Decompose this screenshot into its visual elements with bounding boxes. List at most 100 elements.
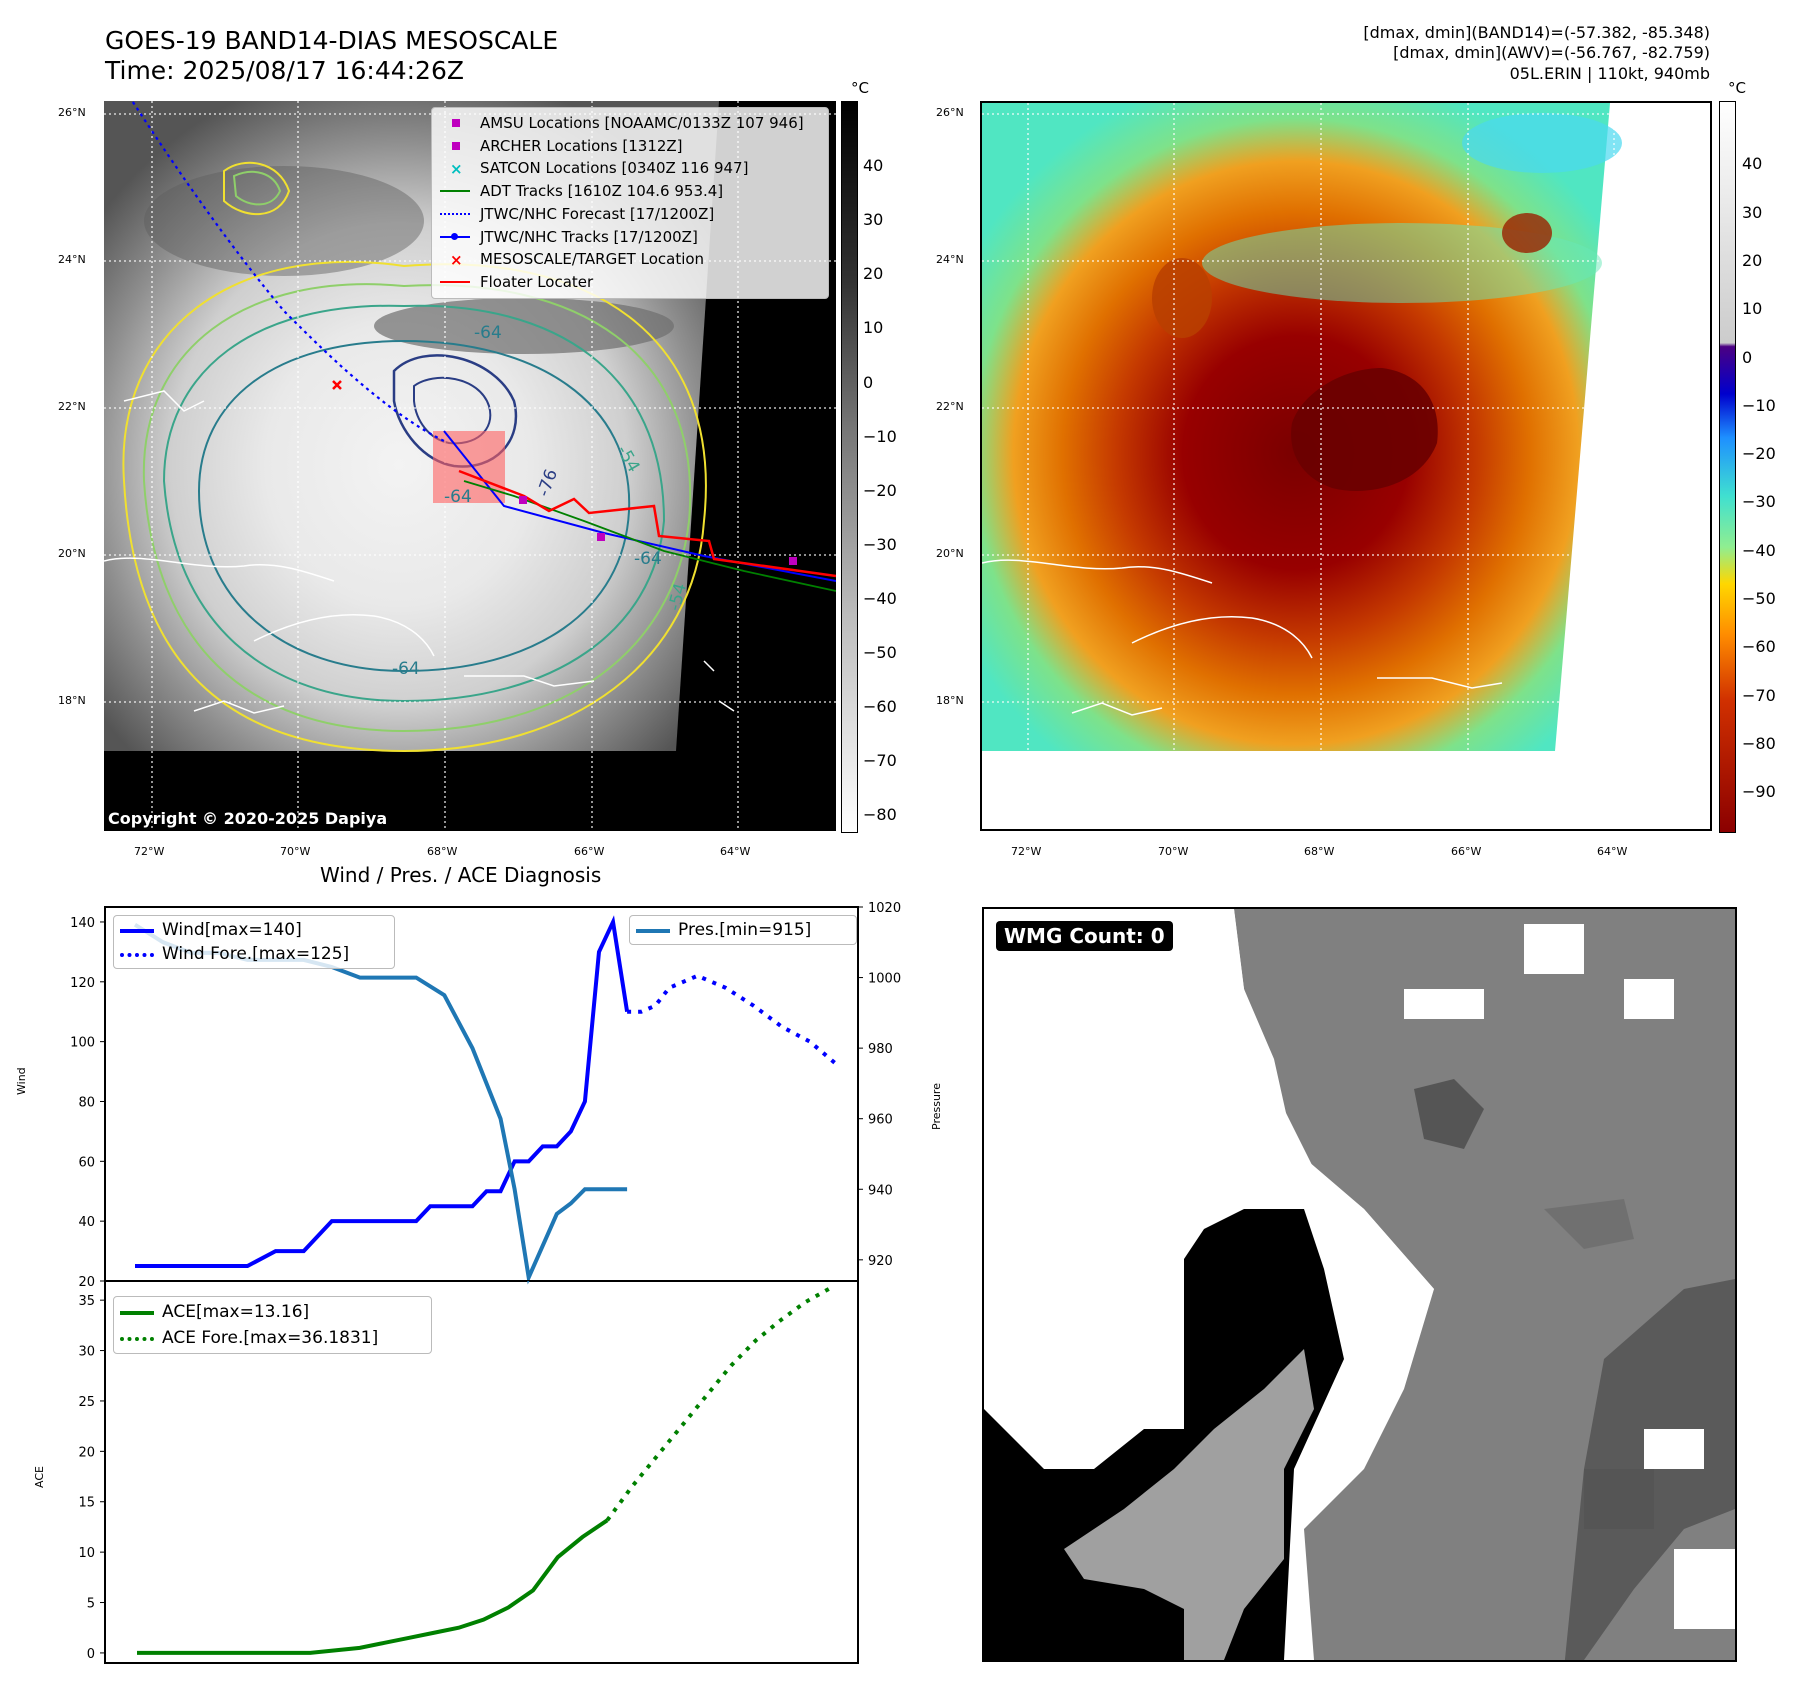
legend-marker [438, 185, 472, 197]
y2-tick-label: 1000 [868, 972, 901, 987]
colorbar-tick-label: 30 [863, 210, 884, 230]
lon-label: 72°W [1011, 845, 1042, 858]
y-tick-label: 30 [78, 1345, 95, 1360]
map-legend: AMSU Locations [NOAAMC/0133Z 107 946] AR… [431, 107, 829, 299]
legend-marker [120, 1306, 154, 1318]
y-tick-label: 0 [87, 1647, 95, 1662]
legend-marker [438, 276, 472, 288]
legend-marker [636, 924, 670, 936]
colorbar-tick-label: 30 [1742, 202, 1763, 222]
colorbar-tick-label: −40 [1742, 540, 1776, 560]
legend-marker: × [450, 159, 463, 178]
colorbar-tick-label: −60 [863, 696, 897, 716]
legend-marker [438, 117, 472, 129]
lat-label: 26°N [936, 106, 964, 119]
colorbar-tick-label: −10 [863, 426, 897, 446]
lat-label: 20°N [58, 547, 86, 560]
colorbar-tick-label: −90 [1742, 782, 1776, 802]
lon-label: 68°W [427, 845, 458, 858]
lon-label: 64°W [1597, 845, 1628, 858]
legend-marker: × [450, 250, 463, 269]
lon-label: 70°W [280, 845, 311, 858]
wmg-image [984, 909, 1735, 1660]
lat-label: 24°N [936, 253, 964, 266]
legend-item: AMSU Locations [NOAAMC/0133Z 107 946] [438, 112, 822, 135]
ir-color-image [982, 103, 1710, 829]
colorbar-unit: °C [1728, 79, 1746, 97]
colorbar-tick-label: −40 [863, 588, 897, 608]
ace-chart: 0 5 10 15 20 25 30 35 [78, 1280, 859, 1664]
colorbar-tick-label: −10 [1742, 395, 1776, 415]
lon-label: 66°W [574, 845, 605, 858]
y-tick-label: 40 [78, 1215, 95, 1230]
lon-label: 70°W [1158, 845, 1189, 858]
colorbar-tick-label: 10 [1742, 299, 1763, 319]
colorbar-tick-label: −80 [863, 805, 897, 825]
colorbar-tick-label: 0 [1742, 347, 1753, 367]
lon-label: 72°W [134, 845, 165, 858]
pressure-axis-label: Pressure [930, 1083, 943, 1130]
legend-item: JTWC/NHC Forecast [17/1200Z] [438, 203, 822, 226]
colorbar-tick-label: −20 [1742, 444, 1776, 464]
lat-label: 26°N [58, 106, 86, 119]
legend-marker [120, 948, 154, 960]
y-tick-label: 25 [78, 1395, 95, 1410]
pressure-legend: Pres.[min=915] [629, 915, 857, 945]
ir-color-map [980, 101, 1712, 831]
colorbar-tick-label: −20 [863, 480, 897, 500]
y-tick-label: 100 [70, 1036, 95, 1051]
colorbar-tick-label: −60 [1742, 637, 1776, 657]
legend-item: Wind[max=140] [120, 918, 388, 942]
lat-label: 18°N [936, 694, 964, 707]
colorbar-tick-label: 40 [863, 156, 884, 176]
y-tick-label: 10 [78, 1546, 95, 1561]
y2-tick-label: 980 [868, 1042, 893, 1057]
header-storm-info: 05L.ERIN | 110kt, 940mb [1509, 64, 1710, 83]
title-line-2: Time: 2025/08/17 16:44:26Z [105, 56, 464, 85]
grayscale-colorbar [841, 101, 858, 833]
lon-label: 66°W [1451, 845, 1482, 858]
colorbar-tick-label: −50 [1742, 588, 1776, 608]
colorbar-unit: °C [851, 79, 869, 97]
y-tick-label: 140 [70, 916, 95, 931]
legend-marker [438, 231, 472, 243]
y-tick-label: 35 [78, 1294, 95, 1309]
legend-item: ACE Fore.[max=36.1831] [120, 1325, 425, 1351]
copyright: Copyright © 2020-2025 Dapiya [108, 809, 388, 828]
legend-item: JTWC/NHC Tracks [17/1200Z] [438, 226, 822, 249]
colorbar-tick-label: 10 [863, 318, 884, 338]
ace-axis-label: ACE [33, 1466, 46, 1488]
series-line [605, 1286, 831, 1522]
y-tick-label: 80 [78, 1095, 95, 1110]
legend-item: Pres.[min=915] [636, 918, 850, 942]
chart-title: Wind / Pres. / ACE Diagnosis [320, 863, 602, 887]
legend-marker [120, 924, 154, 936]
header-dmax-awv: [dmax, dmin](AWV)=(-56.767, -82.759) [1393, 43, 1710, 62]
series-line [627, 973, 840, 1068]
y2-tick-label: 960 [868, 1113, 893, 1128]
y-tick-label: 5 [87, 1597, 95, 1612]
y2-tick-label: 940 [868, 1183, 893, 1198]
series-line [135, 915, 630, 1269]
series-line [137, 1518, 609, 1655]
legend-item: Floater Locater [438, 271, 822, 294]
legend-item: × SATCON Locations [0340Z 116 947] [438, 157, 822, 180]
title-line-1: GOES-19 BAND14-DIAS MESOSCALE [105, 26, 559, 55]
colorbar-tick-label: 40 [1742, 154, 1763, 174]
legend-marker [438, 140, 472, 152]
legend-marker [120, 1332, 154, 1344]
y-tick-label: 15 [78, 1496, 95, 1511]
wind-legend: Wind[max=140] Wind Fore.[max=125] [113, 915, 395, 969]
plot-frame [104, 1280, 859, 1664]
header-dmax-band14: [dmax, dmin](BAND14)=(-57.382, -85.348) [1363, 23, 1710, 42]
y-tick-label: 120 [70, 976, 95, 991]
lat-label: 24°N [58, 253, 86, 266]
wind-axis-label: Wind [15, 1067, 28, 1095]
lat-label: 22°N [58, 400, 86, 413]
legend-item: Wind Fore.[max=125] [120, 942, 388, 966]
y2-tick-label: 1020 [868, 901, 901, 916]
legend-item: ADT Tracks [1610Z 104.6 953.4] [438, 180, 822, 203]
contour-label: -64 [634, 549, 662, 569]
colorbar-tick-label: −30 [863, 534, 897, 554]
y-tick-label: 20 [78, 1275, 95, 1290]
